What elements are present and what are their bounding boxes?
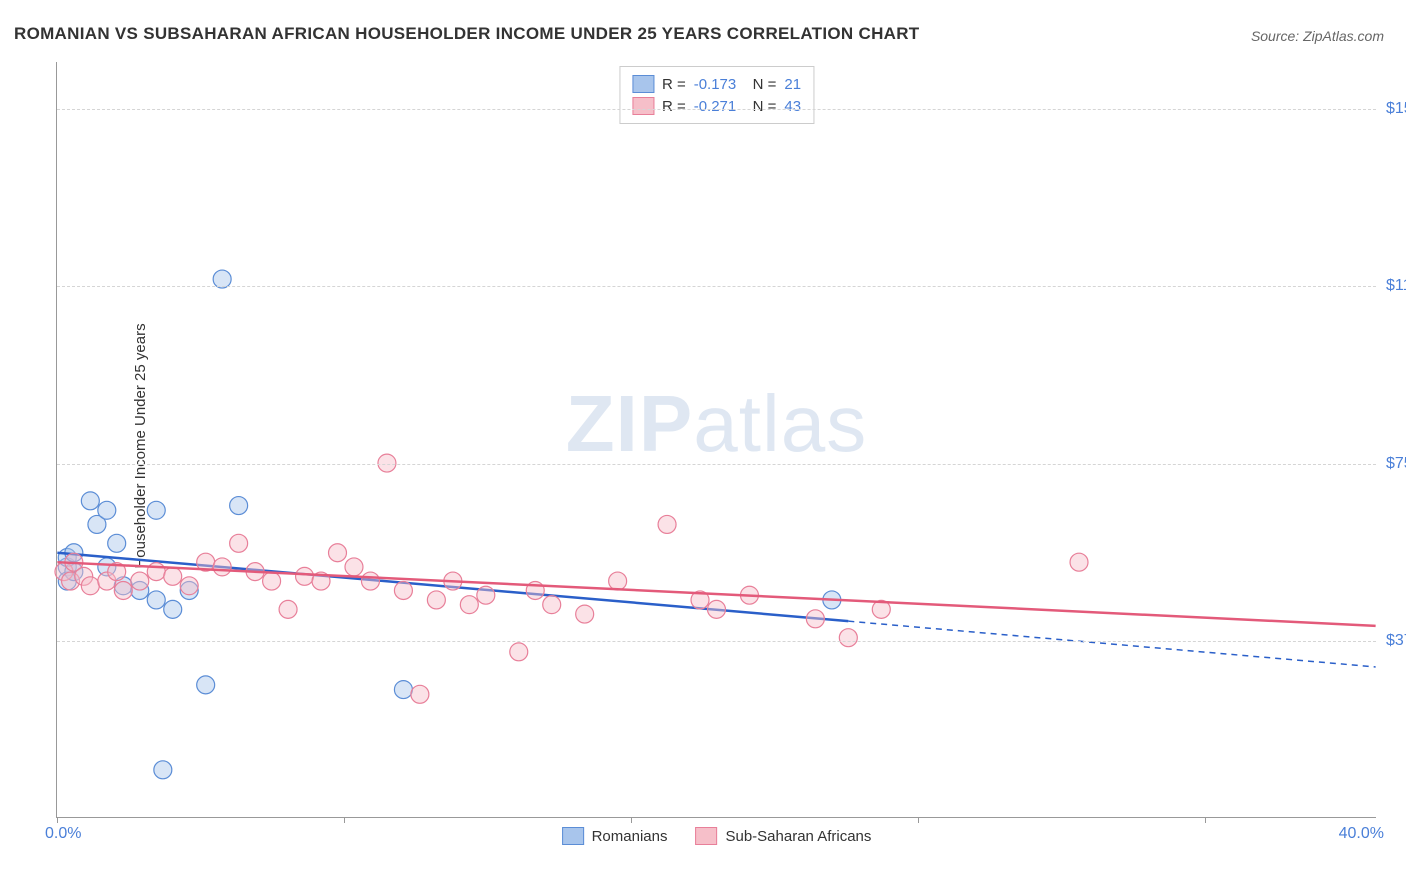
legend-item-romanians: Romanians <box>562 827 668 845</box>
data-point <box>164 567 182 585</box>
data-point <box>510 643 528 661</box>
data-point <box>329 544 347 562</box>
x-tick-mark <box>57 817 58 823</box>
data-point <box>296 567 314 585</box>
x-tick-mark <box>631 817 632 823</box>
source-attribution: Source: ZipAtlas.com <box>1251 28 1384 44</box>
data-point <box>230 534 248 552</box>
x-axis-min-label: 0.0% <box>45 825 81 843</box>
gridline <box>57 641 1376 642</box>
data-point <box>576 605 594 623</box>
y-tick-label: $37,500 <box>1386 632 1406 650</box>
data-point <box>81 492 99 510</box>
legend-label-romanians: Romanians <box>592 828 668 845</box>
data-point <box>394 582 412 600</box>
data-point <box>263 572 281 590</box>
data-point <box>708 600 726 618</box>
gridline <box>57 286 1376 287</box>
x-tick-mark <box>918 817 919 823</box>
data-point <box>658 515 676 533</box>
data-point <box>108 534 126 552</box>
data-point <box>197 676 215 694</box>
data-point <box>839 629 857 647</box>
data-point <box>460 596 478 614</box>
y-tick-label: $75,000 <box>1386 455 1406 473</box>
data-point <box>147 563 165 581</box>
legend-item-subsaharan: Sub-Saharan Africans <box>695 827 871 845</box>
y-tick-label: $150,000 <box>1386 100 1406 118</box>
data-point <box>345 558 363 576</box>
data-point <box>806 610 824 628</box>
x-tick-mark <box>344 817 345 823</box>
data-point <box>81 577 99 595</box>
plot-area: ZIPatlas R = -0.173 N = 21 R = -0.271 N … <box>56 62 1376 818</box>
legend-label-subsaharan: Sub-Saharan Africans <box>725 828 871 845</box>
data-point <box>411 685 429 703</box>
data-point <box>213 270 231 288</box>
data-point <box>154 761 172 779</box>
data-point <box>180 577 198 595</box>
swatch-romanians-icon <box>562 827 584 845</box>
data-point <box>213 558 231 576</box>
y-tick-label: $112,500 <box>1386 277 1406 295</box>
x-tick-mark <box>1205 817 1206 823</box>
data-point <box>394 681 412 699</box>
chart-title: ROMANIAN VS SUBSAHARAN AFRICAN HOUSEHOLD… <box>14 24 920 44</box>
data-point <box>477 586 495 604</box>
data-point <box>164 600 182 618</box>
series-legend: Romanians Sub-Saharan Africans <box>562 827 872 845</box>
data-point <box>147 501 165 519</box>
data-point <box>147 591 165 609</box>
data-point <box>427 591 445 609</box>
scatter-plot-svg <box>57 62 1376 817</box>
data-point <box>1070 553 1088 571</box>
data-point <box>279 600 297 618</box>
data-point <box>609 572 627 590</box>
gridline <box>57 464 1376 465</box>
data-point <box>230 497 248 515</box>
swatch-subsaharan-icon <box>695 827 717 845</box>
data-point <box>131 572 149 590</box>
data-point <box>361 572 379 590</box>
trend-line-extrapolated <box>848 621 1375 667</box>
data-point <box>98 501 116 519</box>
gridline <box>57 109 1376 110</box>
data-point <box>543 596 561 614</box>
data-point <box>114 582 132 600</box>
x-axis-max-label: 40.0% <box>1339 825 1384 843</box>
